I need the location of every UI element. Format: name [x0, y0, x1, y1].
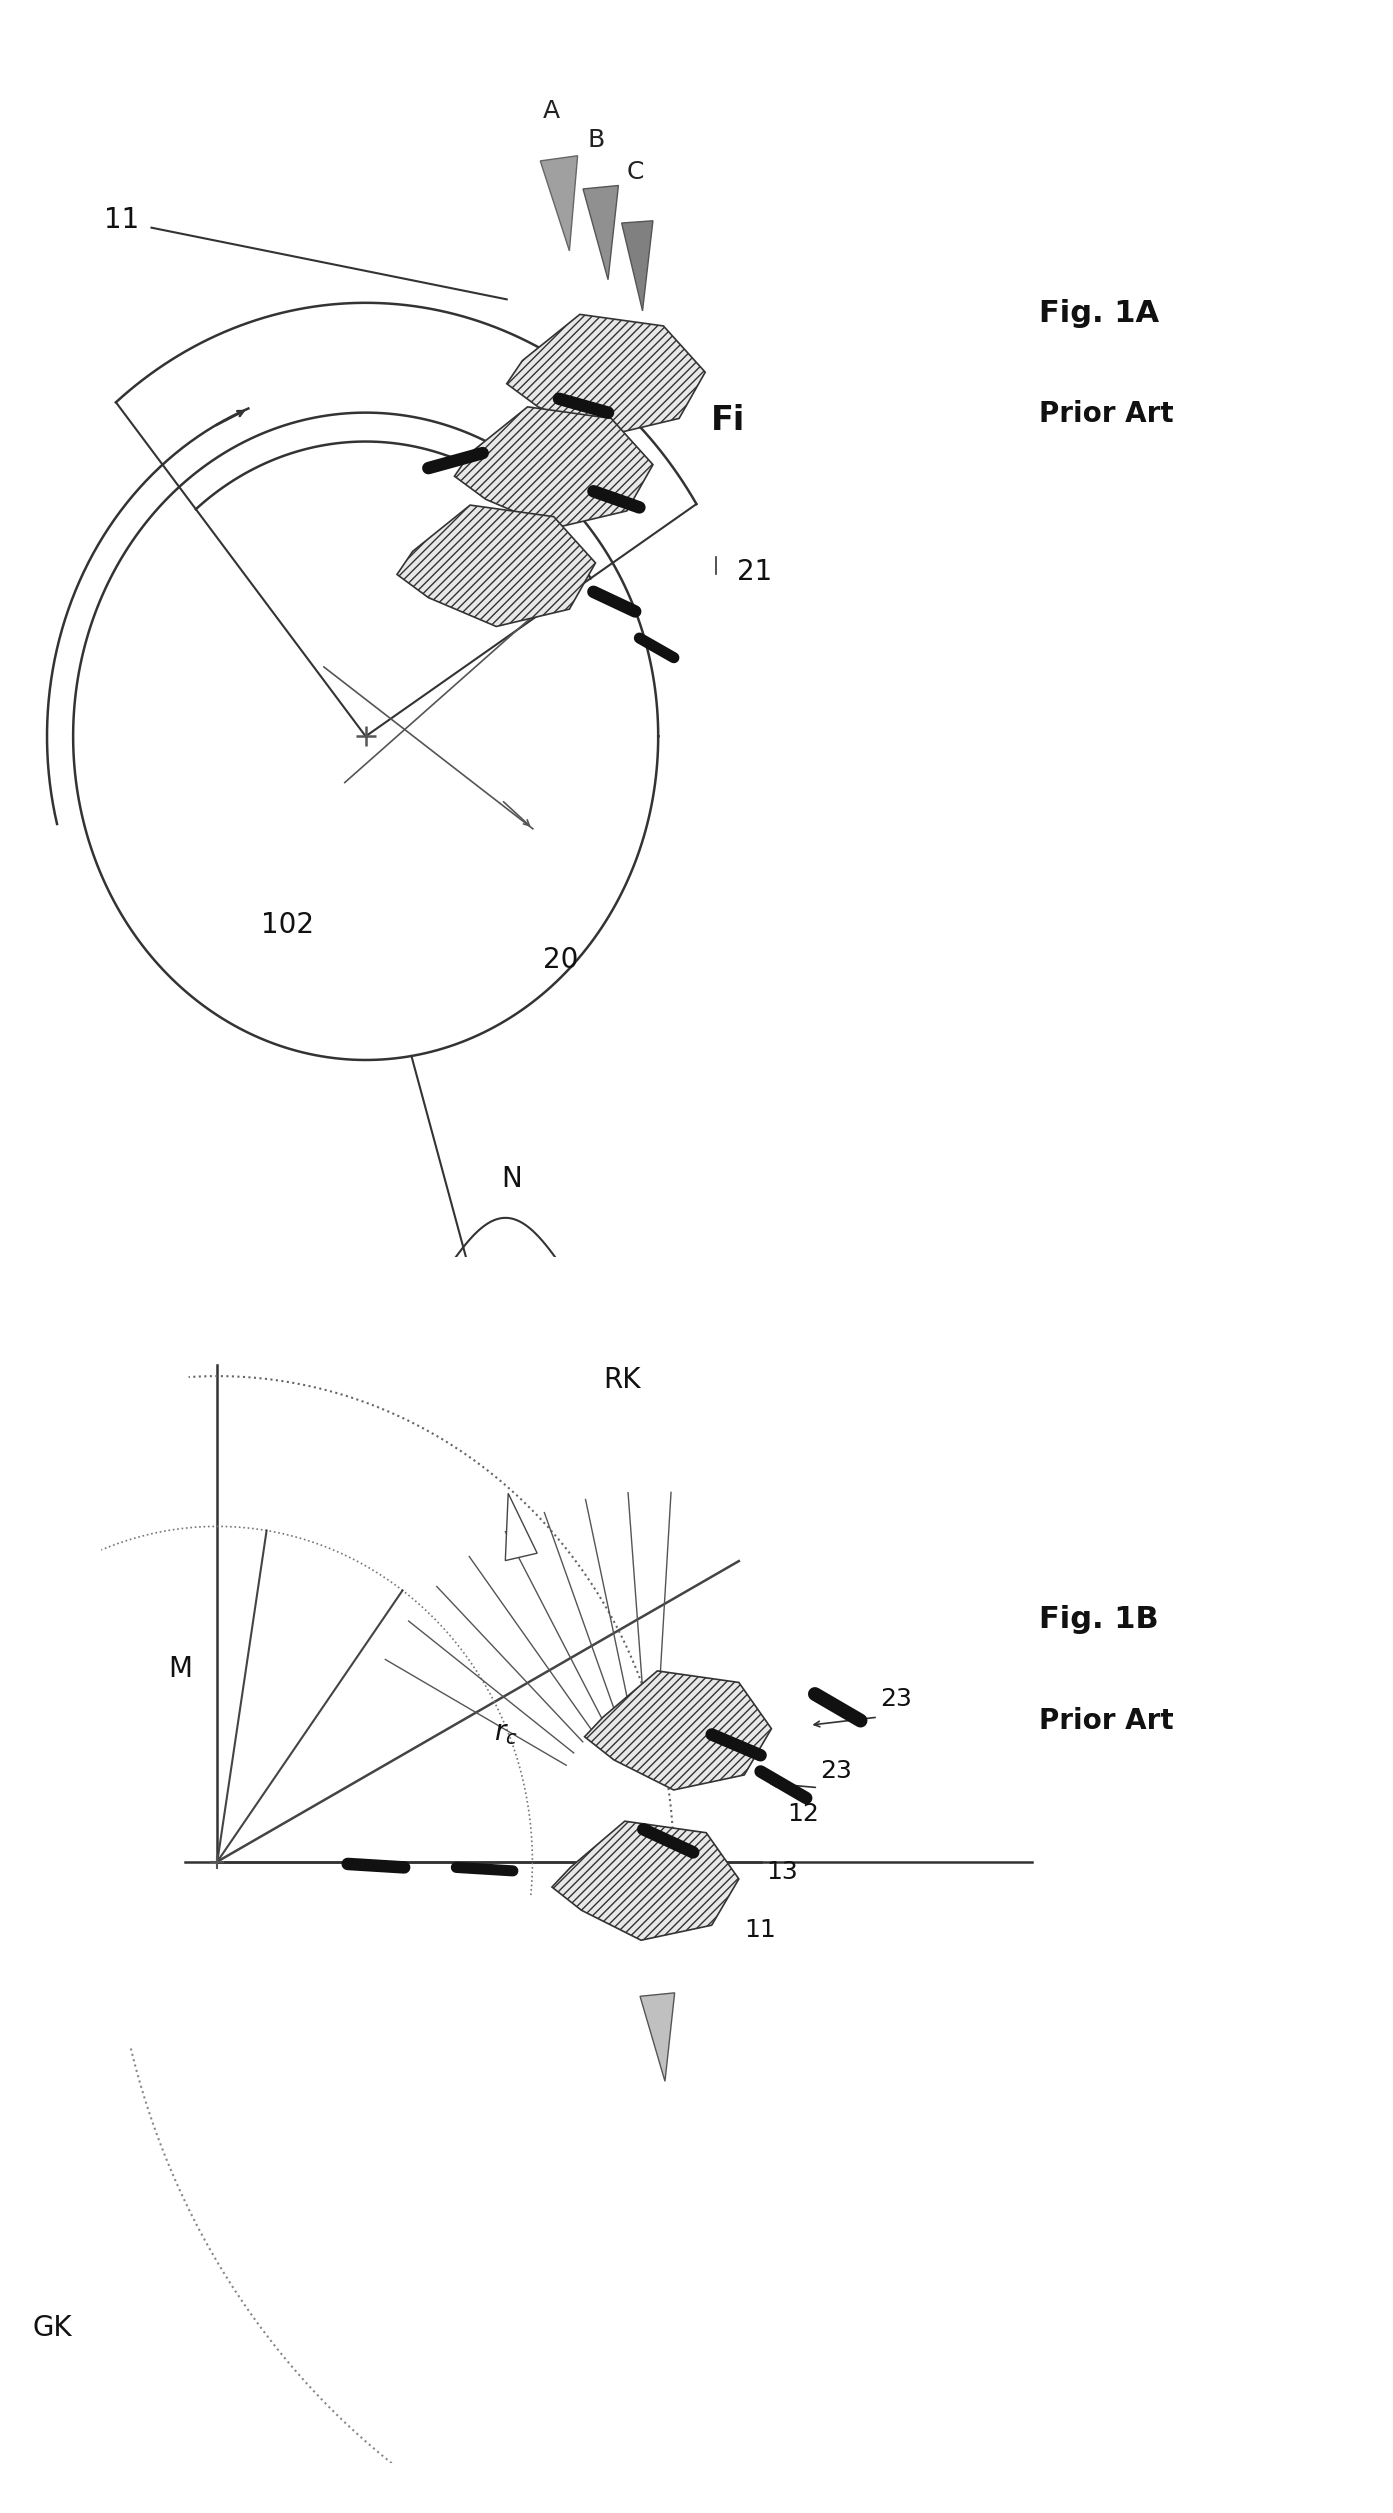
Polygon shape [454, 407, 653, 528]
Text: $r_c$: $r_c$ [495, 1719, 518, 1747]
Text: C: C [627, 161, 644, 183]
Text: GK: GK [32, 2314, 72, 2342]
Text: M: M [169, 1654, 192, 1684]
Text: Prior Art: Prior Art [1039, 400, 1174, 427]
Text: 13: 13 [766, 1860, 798, 1885]
Polygon shape [621, 221, 653, 312]
Text: N: N [501, 1166, 522, 1194]
Text: 23: 23 [820, 1759, 853, 1784]
Polygon shape [584, 186, 618, 279]
Text: B: B [588, 128, 605, 151]
Text: Fig. 1B: Fig. 1B [1039, 1606, 1159, 1633]
Text: 12: 12 [788, 1802, 819, 1827]
Text: 21: 21 [737, 558, 772, 586]
Polygon shape [540, 156, 578, 251]
Text: 11: 11 [744, 1917, 776, 1943]
Text: Fig. 1A: Fig. 1A [1039, 299, 1159, 327]
Text: 102: 102 [262, 910, 315, 940]
Polygon shape [507, 314, 705, 435]
Text: Fi: Fi [710, 405, 745, 437]
Polygon shape [585, 1671, 772, 1789]
Polygon shape [506, 1493, 538, 1561]
Text: 23: 23 [880, 1686, 912, 1711]
Text: 20: 20 [543, 945, 578, 973]
Polygon shape [397, 505, 596, 626]
Text: 11: 11 [104, 206, 139, 234]
Text: Prior Art: Prior Art [1039, 1706, 1174, 1734]
Text: A: A [543, 98, 560, 123]
Polygon shape [639, 1993, 674, 2081]
Text: RK: RK [603, 1365, 641, 1395]
Polygon shape [552, 1822, 738, 1940]
